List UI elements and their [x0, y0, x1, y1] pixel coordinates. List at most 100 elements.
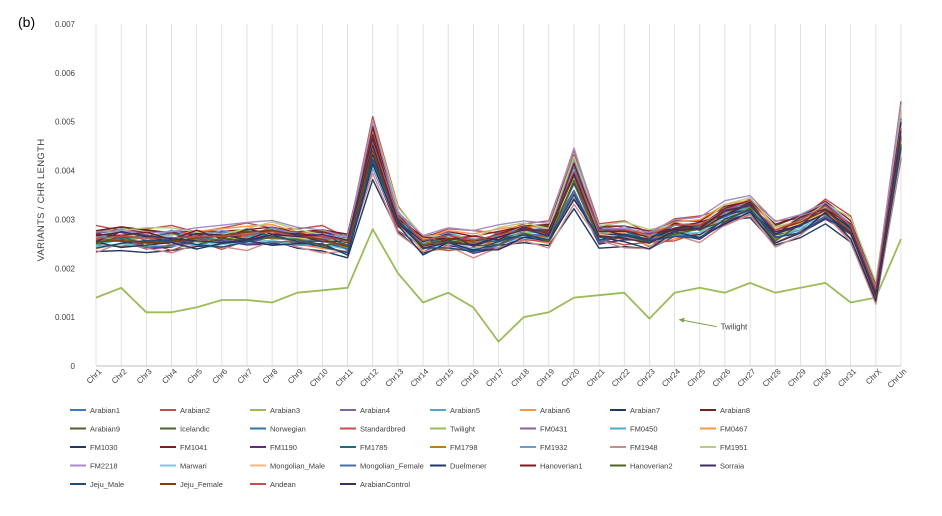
y-tick-label: 0.002 [55, 264, 76, 273]
legend-label: Arabian3 [270, 406, 300, 415]
y-axis-label: VARIANTS / CHR LENGTH [36, 139, 47, 262]
x-tick-label: Chr28 [761, 367, 783, 389]
legend-label: FM0467 [720, 425, 748, 434]
series-line [95, 113, 902, 291]
x-tick-label: Chr27 [736, 367, 758, 389]
legend-label: Arabian5 [450, 406, 480, 415]
legend-label: Arabian1 [90, 406, 120, 415]
x-tick-labels: Chr1 Chr2 Chr3 Chr4 Chr5 Chr6 Chr7 Chr8 Chr9 Chr1… [85, 367, 909, 390]
x-tick-label: Chr25 [685, 367, 707, 389]
x-tick-label: Chr29 [786, 367, 808, 389]
series-line [95, 127, 902, 290]
legend-label: Mongolian_Male [270, 462, 325, 471]
series-line [95, 147, 902, 302]
x-tick-label: Chr6 [211, 367, 230, 386]
x-tick-label: Chr18 [509, 367, 531, 389]
legend-label: Jeju_Female [180, 480, 223, 489]
gridlines [95, 24, 902, 367]
legend-label: Sorraia [720, 462, 745, 471]
legend-label: FM1030 [90, 443, 118, 452]
x-tick-label: Chr7 [236, 367, 255, 386]
legend-label: Twilight [450, 425, 476, 434]
legend-label: Icelandic [180, 425, 210, 434]
x-tick-label: Chr10 [308, 367, 330, 389]
legend-label: FM1951 [720, 443, 748, 452]
legend-label: Arabian8 [720, 406, 750, 415]
series-line [95, 104, 902, 288]
legend-label: Arabian4 [360, 406, 390, 415]
y-tick-labels: 0 0.001 0.002 0.003 0.004 0.005 0.006 0.007 [55, 20, 76, 371]
y-tick-label: 0.001 [55, 313, 76, 322]
x-tick-label: Chr13 [384, 367, 406, 389]
annotation-arrow [679, 319, 717, 328]
x-tick-label: Chr5 [185, 367, 204, 386]
legend-label: Arabian6 [540, 406, 570, 415]
legend-label: Norwegian [270, 425, 306, 434]
legend-label: ArabianControl [360, 480, 410, 489]
legend-label: Hanoverian1 [540, 462, 583, 471]
legend-label: FM1041 [180, 443, 208, 452]
x-tick-label: Chr11 [334, 367, 356, 389]
y-tick-label: 0.004 [55, 167, 76, 176]
legend-label: Marwari [180, 462, 207, 471]
x-tick-label: Chr15 [434, 367, 456, 389]
x-tick-label: ChrX [864, 367, 884, 387]
legend-label: FM1932 [540, 443, 568, 452]
legend-label: FM1785 [360, 443, 388, 452]
series-lines [95, 101, 902, 343]
legend-label: FM1190 [270, 443, 297, 452]
y-tick-label: 0.006 [55, 69, 76, 78]
legend-label: Mongolian_Female [360, 462, 424, 471]
x-tick-label: Chr21 [585, 367, 607, 389]
x-tick-label: Chr2 [110, 367, 129, 386]
y-tick-label: 0.005 [55, 118, 76, 127]
annotation-label: Twilight [721, 323, 748, 332]
x-tick-label: Chr12 [358, 367, 380, 389]
x-tick-label: Chr23 [635, 367, 657, 389]
series-line [95, 130, 902, 296]
x-tick-label: Chr24 [660, 367, 682, 389]
legend-label: FM1798 [450, 443, 478, 452]
x-tick-label: Chr17 [484, 367, 506, 389]
series-line [95, 110, 902, 283]
x-tick-label: Chr16 [459, 367, 481, 389]
x-tick-label: Chr9 [286, 367, 305, 386]
series-line [95, 228, 902, 343]
x-tick-label: Chr8 [261, 367, 280, 386]
y-tick-label: 0 [71, 362, 76, 371]
annotation: Twilight [678, 317, 748, 332]
x-tick-label: Chr22 [610, 367, 632, 389]
x-tick-label: Chr26 [711, 367, 733, 389]
panel-label: (b) [18, 14, 35, 30]
x-tick-label: Chr14 [409, 367, 431, 389]
series-line [95, 145, 902, 294]
x-tick-label: Chr4 [160, 367, 179, 386]
y-tick-label: 0.007 [55, 20, 76, 29]
x-tick-label: Chr1 [85, 367, 104, 386]
legend-label: FM0450 [630, 425, 658, 434]
y-tick-label: 0.003 [55, 215, 76, 224]
x-tick-label: ChrUn [886, 367, 909, 390]
legend-label: FM0431 [540, 425, 568, 434]
legend-label: Arabian7 [630, 406, 660, 415]
x-tick-label: Chr3 [135, 367, 154, 386]
legend-label: Duelmener [450, 462, 487, 471]
legend-label: Jeju_Male [90, 480, 124, 489]
x-tick-label: Chr30 [811, 367, 833, 389]
x-tick-label: Chr31 [836, 367, 858, 389]
legend-label: Arabian9 [90, 425, 120, 434]
x-tick-label: Chr19 [534, 367, 556, 389]
series-line [95, 143, 902, 295]
series-line [95, 156, 902, 305]
annotation-arrowhead [678, 317, 685, 323]
legend-label: Hanoverian2 [630, 462, 673, 471]
legend-label: Arabian2 [180, 406, 210, 415]
x-tick-label: Chr20 [560, 367, 582, 389]
legend: Arabian1 Arabian2 Arabian3 Arabian4 Arabian5… [70, 406, 750, 489]
legend-label: FM1948 [630, 443, 658, 452]
legend-label: Standardbred [360, 425, 405, 434]
legend-label: FM2218 [90, 462, 118, 471]
legend-label: Andean [270, 480, 296, 489]
